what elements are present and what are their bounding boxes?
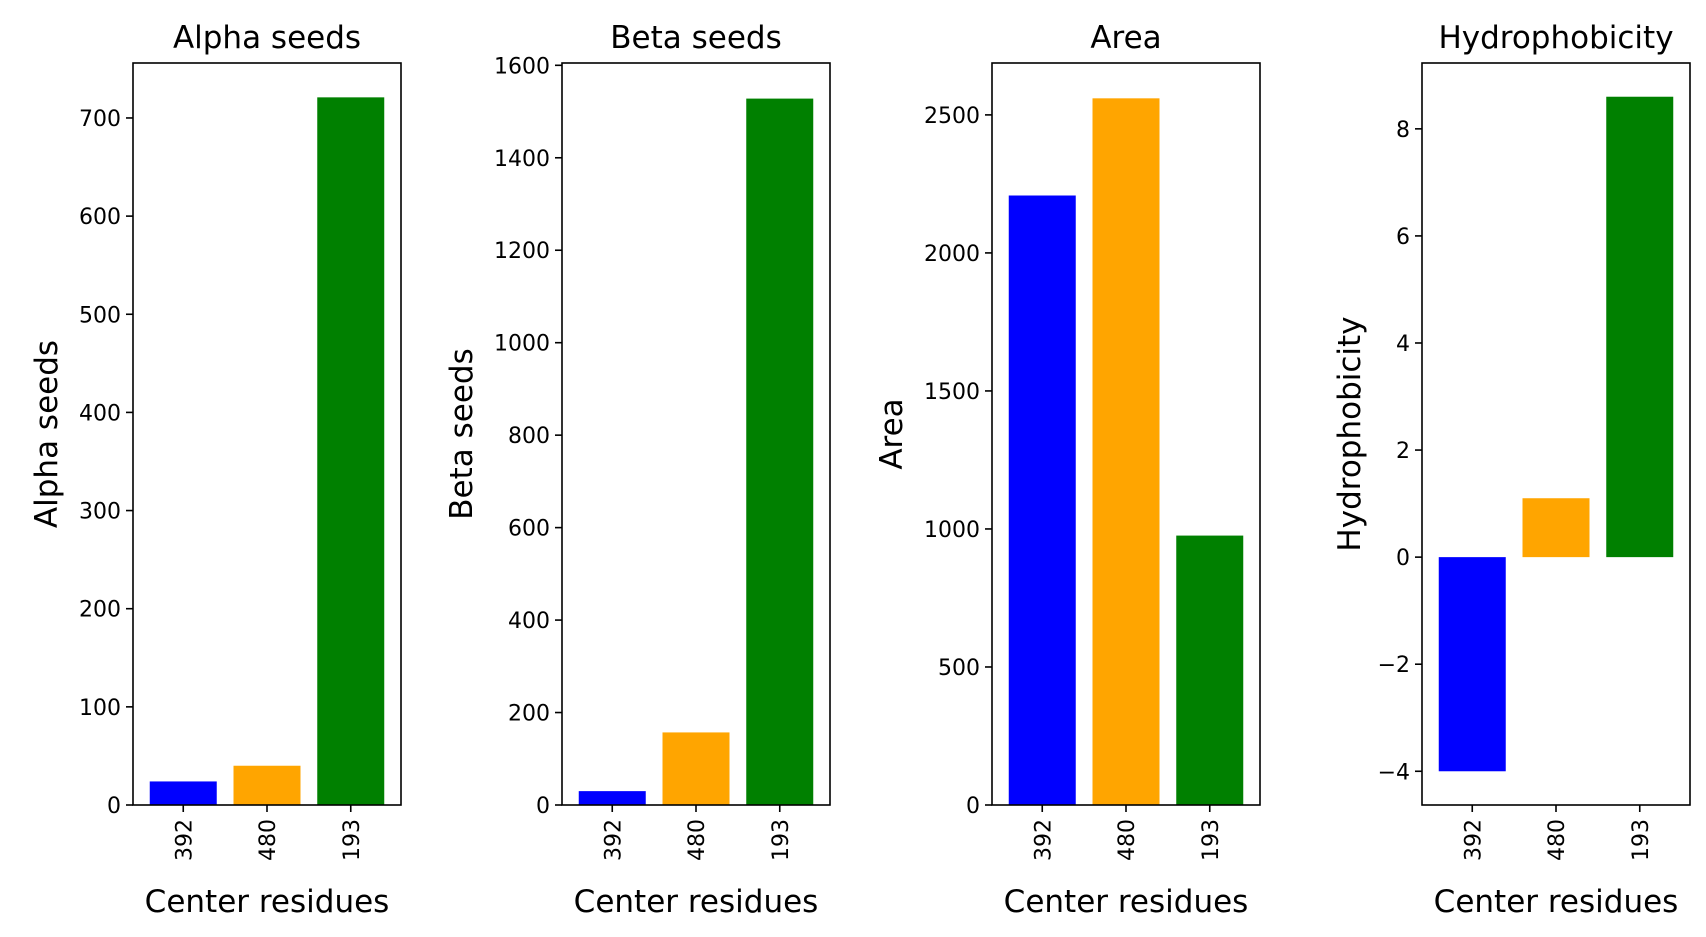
y-tick-label: −4 — [1378, 760, 1410, 785]
y-tick-label: 600 — [79, 205, 121, 230]
y-axis-label: Hydrophobicity — [1332, 316, 1368, 551]
y-tick-label: 1200 — [494, 239, 550, 264]
bar-392 — [578, 791, 646, 805]
x-tick-label: 480 — [685, 819, 710, 861]
bar-480 — [1522, 498, 1590, 558]
y-tick-label: 400 — [79, 401, 121, 426]
bar-193 — [1176, 535, 1244, 805]
x-axis-label: Center residues — [1434, 884, 1679, 920]
y-tick-label: 400 — [508, 609, 550, 634]
chart-panel-2: 0 200 400 600 800 1000 1200 1400 1600 392 480 193 Be… — [444, 20, 831, 920]
y-tick-label: 100 — [79, 696, 121, 721]
bar-193 — [317, 97, 385, 806]
y-tick-label: 1000 — [924, 518, 980, 543]
y-tick-label: 2500 — [924, 104, 980, 129]
y-tick-label: 700 — [79, 107, 121, 132]
y-tick-label: 6 — [1396, 225, 1410, 250]
bar-392 — [1438, 557, 1506, 772]
chart-title: Area — [1090, 20, 1161, 56]
y-tick-label: 1500 — [924, 380, 980, 405]
y-axis-label: Beta seeds — [444, 348, 480, 519]
chart-title: Beta seeds — [610, 20, 781, 56]
y-tick-label: 200 — [79, 598, 121, 623]
y-tick-label: 4 — [1396, 332, 1410, 357]
y-tick-label: 0 — [107, 794, 121, 819]
y-tick-label: 0 — [536, 794, 550, 819]
x-tick-label: 193 — [340, 819, 365, 861]
y-tick-label: −2 — [1378, 653, 1410, 678]
bar-392 — [1008, 195, 1076, 805]
y-tick-label: 300 — [79, 500, 121, 525]
bar-193 — [746, 98, 814, 806]
x-tick-label: 392 — [1031, 819, 1056, 861]
x-tick-label: 480 — [256, 819, 281, 861]
x-axis-label: Center residues — [145, 884, 390, 920]
y-tick-label: 500 — [938, 656, 980, 681]
bar-480 — [1092, 98, 1160, 805]
bar-193 — [1606, 96, 1674, 558]
y-tick-label: 800 — [508, 424, 550, 449]
y-tick-label: 1600 — [494, 54, 550, 79]
chart-panel-1: 0 100 200 300 400 500 600 700 392 480 193 Alpha see… — [29, 20, 402, 920]
y-tick-label: 1400 — [494, 147, 550, 172]
chart-title: Alpha seeds — [173, 20, 361, 56]
y-tick-label: 8 — [1396, 118, 1410, 143]
chart-panel-3: 0 500 1000 1500 2000 2500 392 480 193 Area Center … — [874, 20, 1261, 920]
x-tick-label: 480 — [1545, 819, 1570, 861]
y-tick-label: 200 — [508, 702, 550, 727]
bar-392 — [149, 781, 217, 805]
x-tick-label: 392 — [601, 819, 626, 861]
y-tick-label: 2 — [1396, 439, 1410, 464]
chart-panel-4: −4 −2 0 2 4 6 8 392 480 193 Hydrophobicity Center r… — [1332, 20, 1691, 920]
y-tick-label: 0 — [1396, 546, 1410, 571]
x-tick-label: 193 — [769, 819, 794, 861]
y-axis-label: Alpha seeds — [29, 340, 65, 528]
y-tick-label: 500 — [79, 303, 121, 328]
y-tick-label: 2000 — [924, 242, 980, 267]
x-tick-label: 480 — [1115, 819, 1140, 861]
y-tick-label: 0 — [966, 794, 980, 819]
y-axis-label: Area — [874, 398, 910, 469]
x-tick-label: 193 — [1629, 819, 1654, 861]
y-tick-label: 600 — [508, 517, 550, 542]
x-tick-label: 392 — [1461, 819, 1486, 861]
y-tick-label: 1000 — [494, 332, 550, 357]
x-axis-label: Center residues — [1004, 884, 1249, 920]
bar-480 — [662, 732, 730, 805]
x-axis-label: Center residues — [574, 884, 819, 920]
bar-480 — [233, 765, 301, 805]
chart-title: Hydrophobicity — [1438, 20, 1673, 56]
x-tick-label: 193 — [1199, 819, 1224, 861]
x-tick-label: 392 — [172, 819, 197, 861]
